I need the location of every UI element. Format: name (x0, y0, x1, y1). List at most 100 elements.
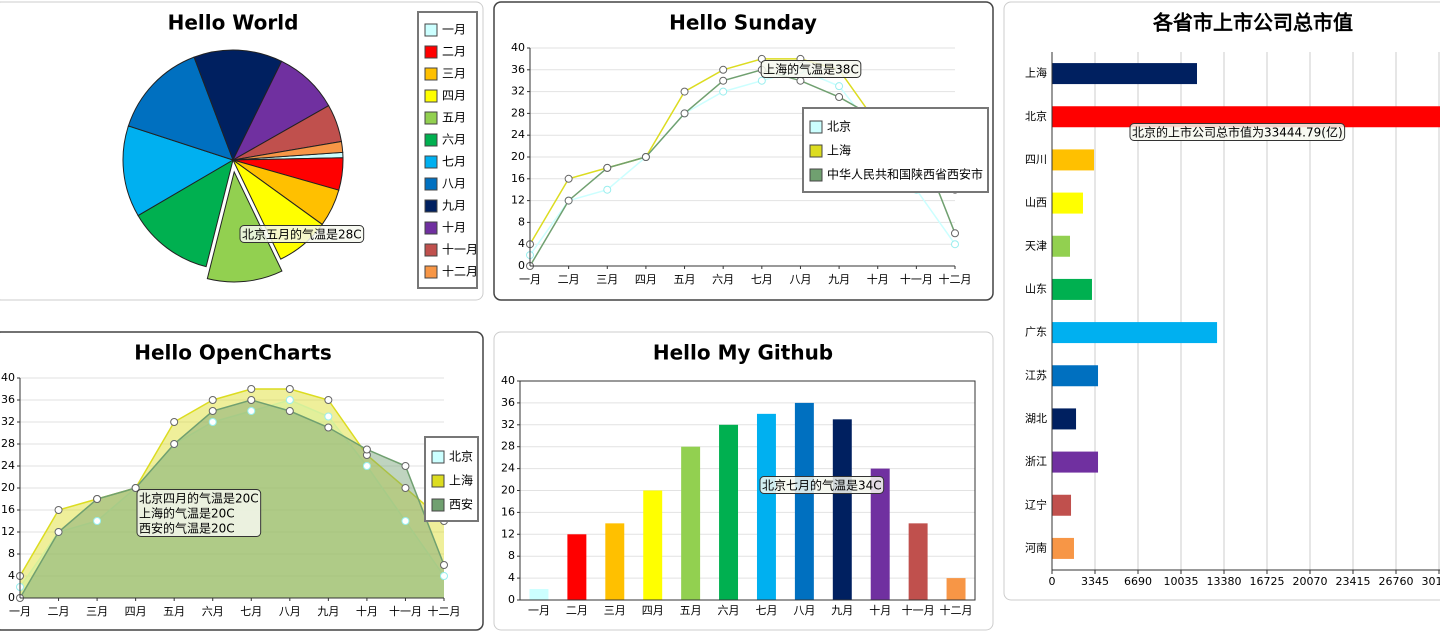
line (19, 399, 445, 599)
x-tick-label: 十月 (867, 272, 889, 286)
y-tick-label: 24 (501, 462, 515, 475)
tooltip-box (759, 476, 885, 494)
y-tick-label: 32 (501, 418, 515, 431)
point (796, 76, 805, 85)
bar (832, 419, 852, 600)
point (835, 82, 844, 91)
x-tick-label: 八月 (793, 604, 815, 617)
tooltip-text: 上海的气温是38C (763, 62, 859, 77)
x-tick-label: 十一月 (902, 603, 935, 617)
point (440, 572, 448, 580)
legend-swatch (424, 133, 438, 147)
bar (643, 490, 663, 600)
y-tick-label: 辽宁 (1025, 497, 1047, 511)
point (564, 174, 573, 183)
legend-label: 上海 (449, 473, 473, 488)
bar (1052, 537, 1074, 559)
bar (1052, 451, 1099, 473)
x-tick-label: 六月 (202, 605, 224, 618)
bar (567, 534, 587, 600)
point (208, 418, 217, 426)
pie-slice (232, 140, 344, 161)
line (19, 388, 445, 577)
point (54, 506, 63, 514)
bar (1052, 494, 1072, 516)
point (285, 407, 294, 415)
y-tick-label: 0 (518, 259, 525, 272)
point (951, 240, 959, 249)
y-tick-label: 北京 (1025, 109, 1047, 123)
point (401, 517, 410, 525)
chart-panel: Hello Sunday 0 4 8 12 16 20 24 28 32 36 40 一月 二月 三月 四月 五… (493, 1, 994, 301)
tooltip-text: 北京的上市公司总市值为33444.79(亿) (1132, 125, 1343, 140)
y-tick-label: 28 (511, 106, 525, 119)
point (719, 65, 728, 74)
y-tick-label: 32 (511, 85, 525, 98)
bar (946, 578, 966, 600)
x-tick-label: 八月 (279, 605, 301, 618)
tooltip: 北京的上市公司总市值为33444.79(亿) (1129, 123, 1346, 141)
bar (1052, 365, 1099, 387)
y-tick-label: 20 (1, 481, 15, 494)
x-tick-label: 六月 (712, 273, 734, 286)
x-tick-label: 一月 (519, 273, 541, 286)
y-tick-label: 4 (518, 237, 525, 250)
y-tick-label: 河南 (1025, 541, 1047, 554)
tooltip-box (136, 489, 262, 537)
legend-label: 五月 (442, 111, 466, 125)
tooltip-text: 北京四月的气温是20C (139, 491, 259, 506)
bar (1052, 278, 1092, 300)
x-tick-label: 七月 (755, 604, 777, 617)
x-tick-label: 七月 (751, 273, 773, 286)
legend-swatch (424, 23, 438, 37)
x-tick-label: 10035 (1164, 575, 1199, 588)
tooltip: 上海的气温是38C (760, 60, 862, 78)
y-tick-label: 8 (508, 549, 515, 562)
legend-label: 西安 (449, 497, 473, 512)
x-tick-label: 四月 (635, 273, 657, 286)
x-tick-label: 十二月 (939, 272, 972, 286)
x-tick-label: 九月 (831, 604, 853, 617)
legend-swatch (809, 120, 823, 134)
point (131, 484, 140, 492)
point (247, 407, 256, 415)
y-tick-label: 山东 (1025, 282, 1047, 295)
chart-title: Hello My Github (653, 341, 833, 365)
legend-swatch (809, 144, 823, 158)
panel-frame (493, 1, 994, 301)
legend-swatch (809, 168, 823, 182)
legend-label: 九月 (442, 199, 466, 213)
x-tick-label: 四月 (125, 605, 147, 618)
point (757, 76, 766, 85)
x-tick-label: 三月 (596, 273, 618, 286)
legend-label: 六月 (442, 133, 466, 147)
point (247, 385, 256, 393)
legend-swatch (431, 498, 445, 512)
legend-label: 十一月 (442, 243, 478, 257)
y-tick-label: 12 (1, 525, 15, 538)
pie-slice (127, 56, 234, 161)
chart-panel: 各省市上市公司总市值 0 3345 6690 10035 13380 16725 20070 2… (1003, 1, 1440, 601)
x-tick-label: 16725 (1250, 575, 1285, 588)
bar (681, 446, 701, 600)
point (324, 423, 333, 432)
y-tick-label: 20 (511, 150, 525, 163)
tooltip-text: 上海的气温是20C (139, 506, 235, 521)
y-tick-label: 24 (511, 128, 525, 141)
legend-swatch (424, 89, 438, 103)
bar (794, 402, 814, 600)
tooltip-box (760, 60, 862, 78)
legend-label: 十月 (442, 221, 466, 235)
x-tick-label: 十二月 (428, 604, 461, 618)
point (170, 418, 179, 426)
x-tick-label: 五月 (680, 604, 702, 617)
y-tick-label: 24 (1, 459, 15, 472)
y-tick-label: 广东 (1025, 326, 1047, 339)
y-tick-label: 江苏 (1025, 369, 1047, 382)
pie-slice (193, 49, 283, 162)
x-tick-label: 十月 (869, 603, 891, 617)
legend-label: 上海 (827, 143, 851, 158)
y-tick-label: 40 (1, 371, 15, 384)
